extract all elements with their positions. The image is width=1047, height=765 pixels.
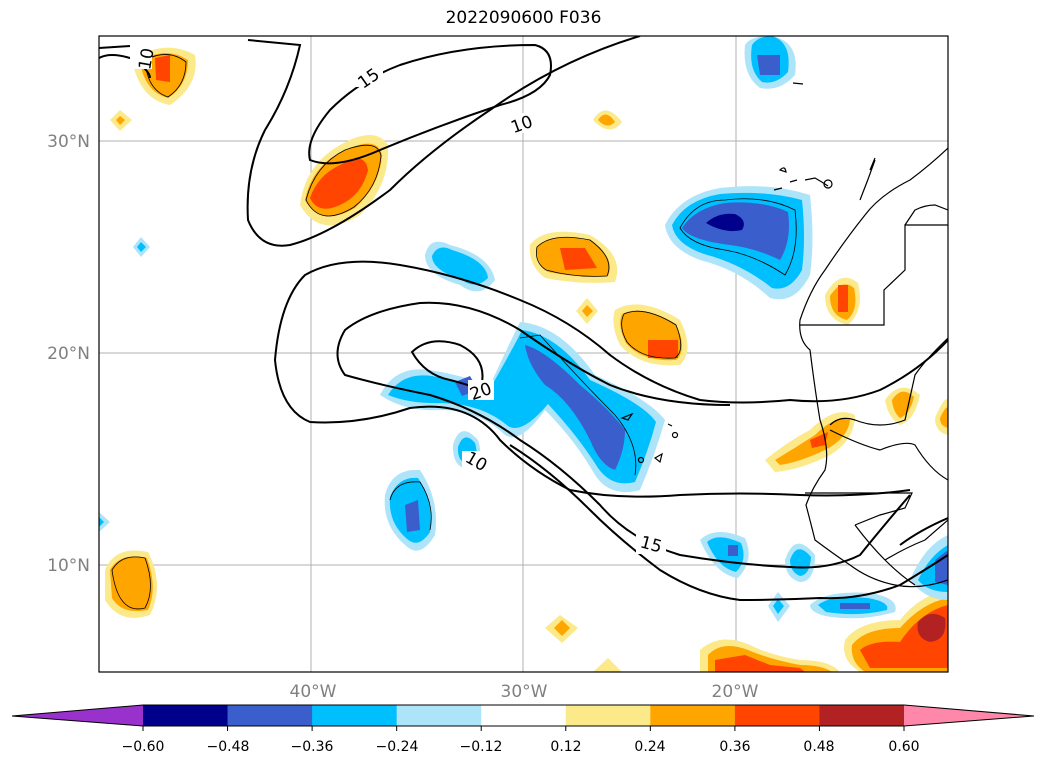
lat-label: 10°N	[47, 556, 90, 576]
colorbar-ticks	[142, 726, 905, 731]
colorbar-tick-label: −0.12	[460, 739, 503, 755]
plot-title: 2022090600 F036	[445, 8, 602, 28]
colorbar-tick-labels: −0.60 −0.48 −0.36 −0.24 −0.12 0.12 0.24 …	[122, 739, 920, 755]
lat-tick-labels: 30°N 20°N 10°N	[47, 132, 90, 576]
lat-label: 20°N	[47, 344, 90, 364]
contour-15-loop	[308, 43, 552, 165]
colorbar-tick-label: 0.36	[719, 739, 750, 755]
colorbar-tick-label: 0.12	[550, 739, 581, 755]
coastlines	[620, 82, 948, 588]
colorbar-tick-label: −0.48	[207, 739, 250, 755]
colorbar-extend-min	[12, 705, 143, 726]
anomaly-outlines	[111, 54, 797, 610]
colorbar-segment	[312, 705, 398, 726]
map-area: 10 15 10 20 10 15	[99, 36, 948, 672]
colorbar-segment	[734, 705, 820, 726]
colorbar-tick-label: −0.36	[291, 739, 334, 755]
colorbar-segment	[481, 705, 567, 726]
colorbar-tick-label: 0.48	[803, 739, 834, 755]
colorbar: −0.60 −0.48 −0.36 −0.24 −0.12 0.12 0.24 …	[11, 704, 1035, 755]
contour-10-outer	[273, 260, 948, 498]
lon-label: 40°W	[290, 682, 337, 702]
colorbar-segment	[396, 705, 482, 726]
colorbar-tick-label: −0.24	[376, 739, 419, 755]
colorbar-segment	[227, 705, 313, 726]
lon-label: 20°W	[712, 682, 759, 702]
colorbar-segment	[819, 705, 905, 726]
contour-label-group: 10 15 10 20 10 15	[130, 47, 666, 557]
colorbar-tick-label: 0.24	[634, 739, 665, 755]
colorbar-segment	[650, 705, 736, 726]
map-frame	[98, 35, 949, 673]
colorbar-tick-label: −0.60	[122, 739, 165, 755]
colorbar-segment	[143, 705, 229, 726]
contour-15-inner	[336, 301, 911, 569]
colorbar-tick-label: 0.60	[888, 739, 919, 755]
negative-anomaly-fill	[99, 36, 948, 622]
lat-label: 30°N	[47, 132, 90, 152]
colorbar-segment	[565, 705, 651, 726]
positive-anomaly-fill	[105, 47, 948, 672]
lon-label: 30°W	[501, 682, 548, 702]
lon-tick-labels: 40°W 30°W 20°W	[290, 682, 759, 702]
colorbar-extend-max	[904, 705, 1034, 726]
contour-15-north	[246, 36, 641, 247]
colorbar-segments	[143, 705, 905, 726]
contour-label: 10	[135, 47, 158, 72]
